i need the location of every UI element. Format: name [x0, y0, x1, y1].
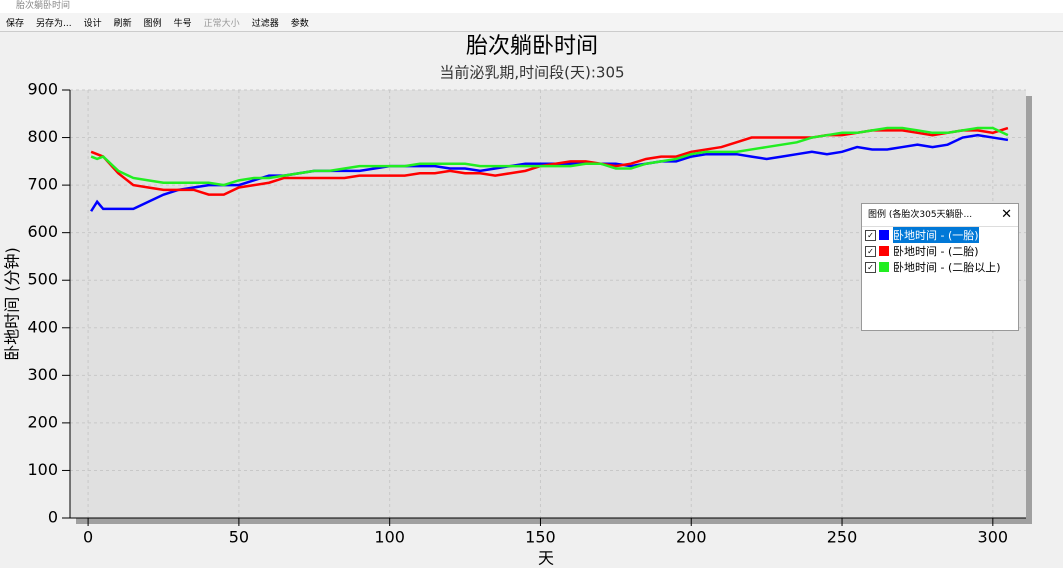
y-tick-label: 800 — [27, 127, 58, 146]
legend-swatch — [879, 262, 889, 272]
window-title: 胎次躺卧时间 — [16, 1, 71, 11]
x-axis-label: 天 — [538, 549, 554, 568]
toolbar: 保存 另存为... 设计 刷新 图例 牛号 正常大小 过滤器 参数 — [0, 13, 1063, 32]
x-tick-label: 0 — [83, 528, 93, 547]
y-tick-label: 900 — [27, 80, 58, 99]
legend-swatch — [879, 246, 889, 256]
toolbar-button[interactable]: 另存为... — [36, 18, 72, 29]
legend-item: ✓ 卧地时间 - (二胎以上) — [862, 259, 1018, 275]
legend-title: 图例 (各胎次305天躺卧... — [868, 210, 973, 220]
toolbar-button[interactable]: 过滤器 — [251, 18, 279, 29]
x-tick-label: 50 — [229, 528, 249, 547]
toolbar-button[interactable]: 刷新 — [113, 18, 132, 29]
series-line — [90, 133, 1009, 212]
legend-item: ✓ 卧地时间 - (一胎) — [862, 227, 1018, 243]
toolbar-button[interactable]: 设计 — [83, 18, 102, 29]
legend-label: 卧地时间 - (二胎以上) — [893, 261, 1001, 274]
toolbar-button[interactable]: 参数 — [290, 18, 309, 29]
y-tick-label: 0 — [48, 508, 58, 527]
y-tick-label: 600 — [27, 222, 58, 241]
legend-label: 卧地时间 - (一胎) — [893, 227, 979, 243]
legend-header: 图例 (各胎次305天躺卧... ✕ — [862, 204, 1018, 227]
legend-checkbox[interactable]: ✓ — [865, 229, 876, 241]
chart-title: 胎次躺卧时间 — [466, 34, 598, 59]
legend-checkbox[interactable]: ✓ — [865, 261, 876, 273]
y-tick-label: 700 — [27, 175, 58, 194]
legend-swatch — [879, 230, 889, 240]
legend-item: ✓ 卧地时间 - (二胎) — [862, 243, 1018, 259]
y-tick-label: 400 — [27, 317, 58, 336]
y-tick-label: 300 — [27, 365, 58, 384]
x-tick-label: 100 — [374, 528, 405, 547]
x-tick-label: 300 — [978, 528, 1009, 547]
legend: 图例 (各胎次305天躺卧... ✕ ✓ 卧地时间 - (一胎) ✓ 卧地时间 - (二… — [861, 203, 1019, 331]
x-tick-label: 250 — [827, 528, 858, 547]
chart-subtitle: 当前泌乳期,时间段(天):305 — [439, 64, 624, 82]
y-axis-label: 卧地时间 (分钟) — [3, 247, 22, 361]
toolbar-button[interactable]: 图例 — [143, 18, 162, 29]
legend-checkbox[interactable]: ✓ — [865, 245, 876, 257]
toolbar-button[interactable]: 保存 — [6, 18, 25, 29]
title-bar: 胎次躺卧时间 — [0, 0, 1063, 13]
legend-label: 卧地时间 - (二胎) — [893, 245, 979, 258]
toolbar-button[interactable]: 正常大小 — [203, 18, 240, 29]
y-tick-label: 200 — [27, 412, 58, 431]
y-tick-label: 500 — [27, 270, 58, 289]
y-tick-label: 100 — [27, 460, 58, 479]
x-tick-label: 200 — [676, 528, 707, 547]
x-tick-label: 150 — [525, 528, 556, 547]
legend-items: ✓ 卧地时间 - (一胎) ✓ 卧地时间 - (二胎) ✓ 卧地时间 - (二胎以上) — [862, 227, 1018, 275]
close-button[interactable]: ✕ — [1001, 207, 1012, 222]
series-line — [90, 126, 1009, 187]
toolbar-button[interactable]: 牛号 — [173, 18, 192, 29]
